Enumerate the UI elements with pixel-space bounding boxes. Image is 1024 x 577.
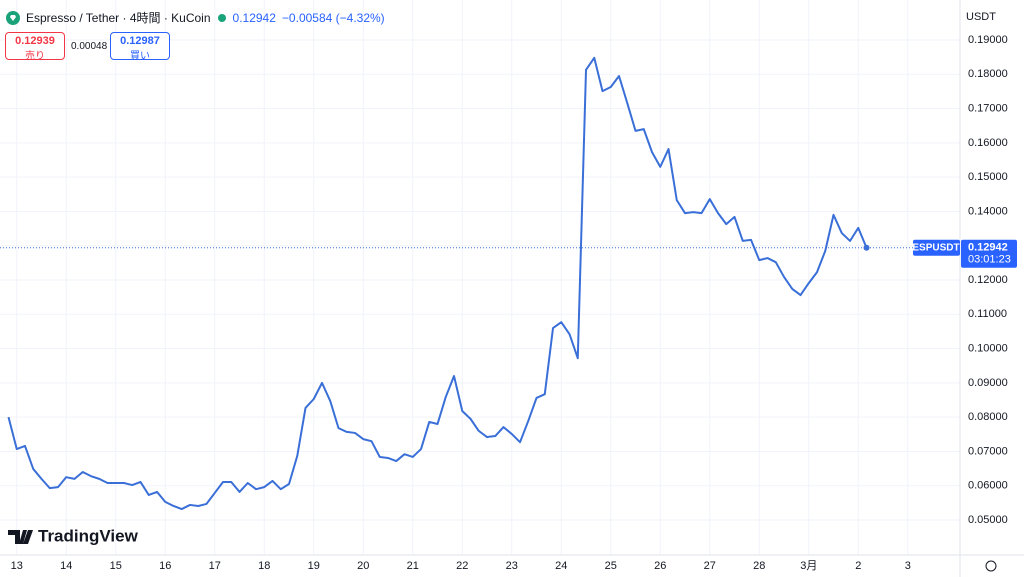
y-tick-label: 0.05000 xyxy=(968,514,1008,526)
price-tag xyxy=(961,239,1017,268)
x-tick-label: 26 xyxy=(654,560,666,572)
countdown: 03:01:23 xyxy=(968,254,1011,266)
x-tick-label: 25 xyxy=(605,560,617,572)
x-tick-label: 23 xyxy=(506,560,518,572)
symbol-tag xyxy=(913,239,960,256)
y-tick-label: 0.17000 xyxy=(968,102,1008,114)
y-tick-label: 0.16000 xyxy=(968,137,1008,149)
y-tick-label: 0.14000 xyxy=(968,205,1008,217)
x-tick-label: 20 xyxy=(357,560,369,572)
last-point xyxy=(863,244,870,251)
buy-label: 買い xyxy=(130,51,150,62)
status-dot xyxy=(217,13,226,22)
y-tick-label: 0.07000 xyxy=(968,445,1008,457)
settings-icon xyxy=(985,560,997,572)
header: Espresso / Tether · 4時間 · KuCoin 0.12942… xyxy=(6,9,385,26)
y-tick-label: 0.10000 xyxy=(968,342,1008,354)
settings-button[interactable] xyxy=(979,558,1003,574)
y-tick-label: 0.15000 xyxy=(968,171,1008,183)
x-tick-label: 13 xyxy=(11,560,23,572)
currency[interactable]: USDT xyxy=(966,11,996,23)
x-tick-label: 28 xyxy=(753,560,765,572)
buy-price: 0.12987 xyxy=(120,35,160,47)
sell-button[interactable]: 0.12939 売り xyxy=(5,32,65,62)
x-tick-label: 27 xyxy=(704,560,716,572)
symbol-tag-text: ESPUSDT xyxy=(912,242,959,253)
x-tick-label: 14 xyxy=(60,560,72,572)
x-tick-label: 15 xyxy=(110,560,122,572)
sell-label: 売り xyxy=(25,51,45,62)
symbol-title[interactable]: Espresso / Tether · 4時間 · KuCoin xyxy=(26,11,211,25)
y-tick-label: 0.08000 xyxy=(968,411,1008,423)
price-line xyxy=(7,56,868,511)
x-tick-label: 2 xyxy=(855,560,861,572)
price-tag-value: 0.12942 xyxy=(968,242,1008,254)
x-tick-label: 22 xyxy=(456,560,468,572)
x-tick-label: 3 xyxy=(905,560,911,572)
y-tick-label: 0.11000 xyxy=(968,308,1007,320)
x-tick-label: 18 xyxy=(258,560,270,572)
y-tick-label: 0.19000 xyxy=(968,34,1008,46)
x-tick-label: 24 xyxy=(555,560,567,572)
x-tick-label: 16 xyxy=(159,560,171,572)
y-tick-label: 0.12000 xyxy=(968,274,1008,286)
buy-button[interactable]: 0.12987 買い xyxy=(110,32,170,62)
y-tick-label: 0.18000 xyxy=(968,68,1008,80)
y-tick-label: 0.06000 xyxy=(968,480,1008,492)
symbol-icon xyxy=(6,10,20,25)
y-tick-label: 0.09000 xyxy=(968,377,1008,389)
x-tick-label: 21 xyxy=(407,560,419,572)
change: −0.00584 (−4.32%) xyxy=(281,10,385,25)
x-tick-label: 19 xyxy=(308,560,320,572)
logo: TradingView xyxy=(8,526,139,545)
x-tick-label: 17 xyxy=(209,560,221,572)
brand: TradingView xyxy=(38,526,139,545)
sell-price: 0.12939 xyxy=(15,35,55,47)
x-tick-label: 3月 xyxy=(800,560,817,572)
spread: 0.00048 xyxy=(71,41,108,52)
last-price: 0.12942 xyxy=(232,10,276,25)
grid xyxy=(0,0,960,555)
